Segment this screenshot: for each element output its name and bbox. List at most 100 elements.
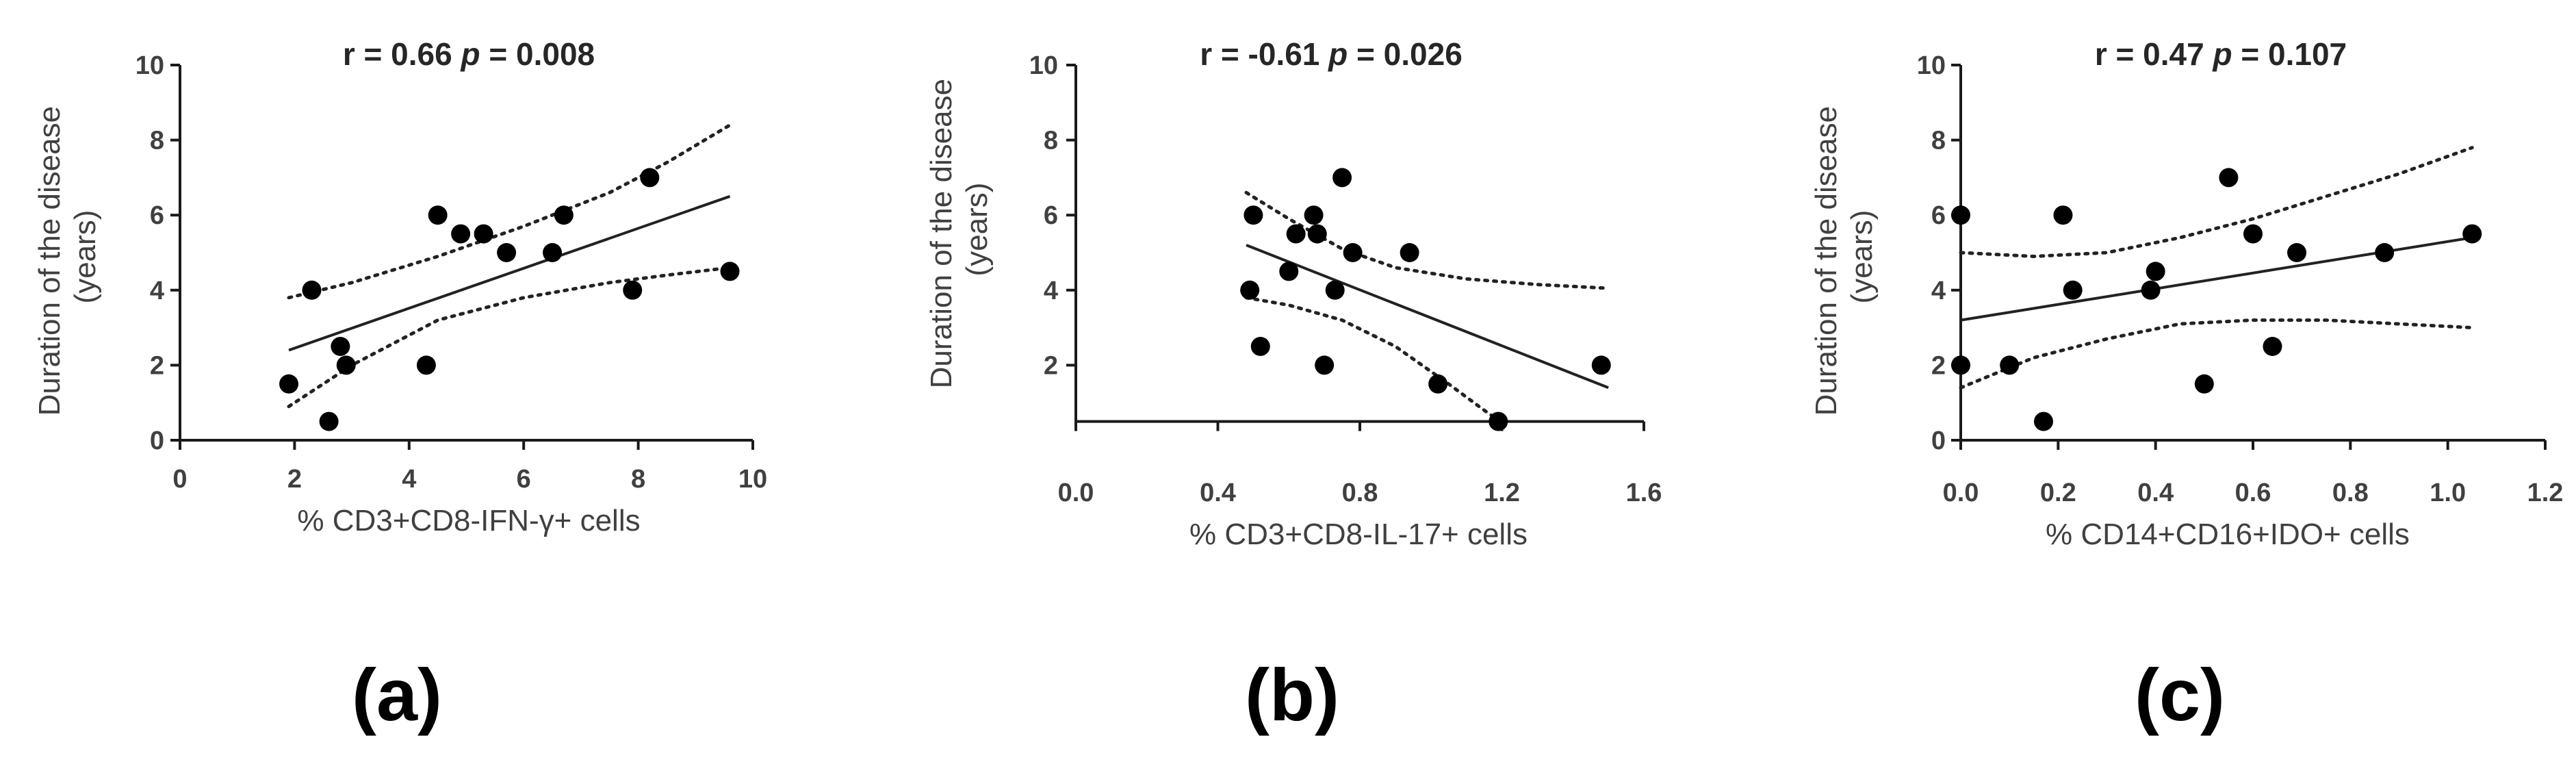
panel-c-data-point (2219, 168, 2239, 188)
panel-b-data-point (1591, 355, 1611, 375)
panel-a-data-point (302, 280, 322, 300)
panel-b-letter: (b) (1245, 653, 1339, 736)
panel-c-data-point (2375, 243, 2395, 262)
panel-a-data-point (451, 224, 471, 244)
panel-c-data-point (2194, 374, 2214, 394)
panel-b-data-point (1428, 374, 1448, 394)
panel-c: r = 0.47 p = 0.107 Duration of the disea… (1809, 36, 2563, 736)
panel-b: r = -0.61 p = 0.026 Duration of the dise… (925, 36, 1662, 736)
panel-b-data-point (1279, 262, 1299, 281)
panel-c-data-point (2287, 243, 2307, 262)
panel-a-ci-upper (287, 123, 732, 300)
panel-b-stat: r = -0.61 p = 0.026 (1200, 36, 1463, 72)
panel-a-data-point (428, 205, 448, 225)
panel-b-y-tick-label: 8 (1044, 127, 1058, 155)
panel-a-data-point (319, 411, 339, 431)
panel-a-data-point (497, 243, 517, 262)
panel-b-data-point (1307, 224, 1327, 244)
panel-b-data-point (1240, 280, 1260, 300)
panel-b-data-point (1343, 243, 1363, 262)
panel-c-y-tick-label: 4 (1931, 277, 1946, 305)
panel-b-x-label: % CD3+CD8-IL-17+ cells (1189, 518, 1528, 551)
panel-c-x-tick-label: 0.4 (2137, 479, 2174, 507)
panel-a-data-point (474, 224, 493, 244)
panel-c-data-point (2053, 205, 2073, 225)
panel-a-y-tick-label: 8 (150, 127, 164, 155)
panel-a-x-tick-label: 4 (402, 465, 416, 494)
panel-a-x-tick-label: 0 (172, 465, 187, 494)
panel-b-y-tick-label: 10 (1029, 51, 1058, 80)
panel-c-x-tick-label: 0.2 (2040, 479, 2076, 507)
panel-c-x-label: % CD14+CD16+IDO+ cells (2046, 518, 2410, 551)
panel-a-x-tick-label: 2 (287, 465, 302, 494)
panel-c-data-point (2243, 224, 2263, 244)
panel-b-data-point (1315, 355, 1335, 375)
panel-c-data-point (2033, 411, 2053, 431)
panel-a-letter: (a) (352, 653, 442, 736)
panel-b-y-tick-label: 6 (1044, 201, 1058, 230)
panel-c-data-point (1951, 205, 1970, 225)
panel-b-data-point (1489, 411, 1508, 431)
panel-a-x-tick-label: 10 (738, 465, 767, 494)
panel-c-ci-upper (1959, 146, 2474, 259)
panel-c-x-tick-label: 0.8 (2332, 479, 2369, 507)
panel-b-x-tick-label: 0.8 (1342, 479, 1378, 507)
panel-a-y-tick-label: 0 (150, 427, 164, 455)
panel-b-data-point (1400, 243, 1419, 262)
panel-a-y-tick-label: 4 (150, 277, 164, 305)
panel-a-data-point (279, 374, 299, 394)
panel-a-y-tick-label: 10 (136, 51, 164, 80)
panel-b-data-point (1332, 168, 1352, 188)
panel-a-data-point (554, 205, 574, 225)
panel-c-data-point (2063, 280, 2083, 300)
panel-a-data-point (623, 280, 643, 300)
panel-a-x-tick-label: 8 (631, 465, 645, 494)
panel-c-data-point (2462, 224, 2482, 244)
panel-c-data-point (2146, 262, 2165, 281)
panel-c-x-tick-label: 1.2 (2527, 479, 2564, 507)
panel-c-y-tick-label: 10 (1917, 51, 1946, 80)
panel-c-y-tick-label: 0 (1931, 427, 1946, 455)
panel-b-x-tick-label: 1.2 (1484, 479, 1520, 507)
panel-b-ci-upper (1244, 190, 1610, 290)
panel-a-y-label: Duration of the disease (years) (33, 98, 102, 416)
panel-c-x-tick-label: 0.6 (2235, 479, 2271, 507)
panel-c-y-tick-label: 8 (1931, 127, 1946, 155)
panel-b-data-point (1325, 280, 1345, 300)
panel-c-y-tick-label: 6 (1931, 201, 1946, 230)
panel-c-x-tick-label: 0.0 (1943, 479, 1979, 507)
panel-a-y-tick-label: 6 (150, 201, 164, 230)
panel-c-x-tick-label: 1.0 (2430, 479, 2466, 507)
panel-c-data-point (2000, 355, 2020, 375)
panel-c-ci-lower (1959, 318, 2474, 390)
panel-a-x-label: % CD3+CD8-IFN-γ+ cells (297, 504, 640, 537)
panel-c-data-point (1951, 355, 1970, 375)
panel-a-data-point (543, 243, 563, 262)
panel-b-data-point (1250, 337, 1270, 356)
panel-b-regression-line (1246, 244, 1609, 390)
panel-a: r = 0.66 p = 0.008 Duration of the disea… (33, 36, 767, 736)
panel-c-y-tick-label: 2 (1931, 351, 1946, 380)
panel-c-stat: r = 0.47 p = 0.107 (2095, 36, 2347, 72)
panel-b-data-point (1286, 224, 1306, 244)
panel-b-x-tick-label: 0.4 (1200, 479, 1236, 507)
panel-a-data-point (331, 337, 350, 356)
panel-a-data-point (720, 262, 740, 281)
panel-a-stat: r = 0.66 p = 0.008 (343, 36, 595, 72)
panel-b-y-tick-label: 4 (1044, 277, 1058, 305)
panel-a-data-point (336, 355, 356, 375)
panel-a-data-point (416, 355, 436, 375)
panel-b-data-point (1304, 205, 1324, 225)
panel-a-y-tick-label: 2 (150, 351, 164, 380)
panel-b-x-tick-label: 1.6 (1626, 479, 1662, 507)
panel-a-x-tick-label: 6 (517, 465, 531, 494)
panel-c-letter: (c) (2135, 653, 2225, 736)
panel-a-data-point (640, 168, 660, 188)
panel-b-data-point (1244, 205, 1263, 225)
panel-b-y-label: Duration of the disease (years) (925, 71, 994, 389)
panel-c-y-label: Duration of the disease (years) (1809, 98, 1879, 416)
panel-b-ci-lower (1244, 296, 1508, 427)
panel-c-data-point (2263, 337, 2282, 356)
panel-a-regression-line (288, 194, 731, 352)
